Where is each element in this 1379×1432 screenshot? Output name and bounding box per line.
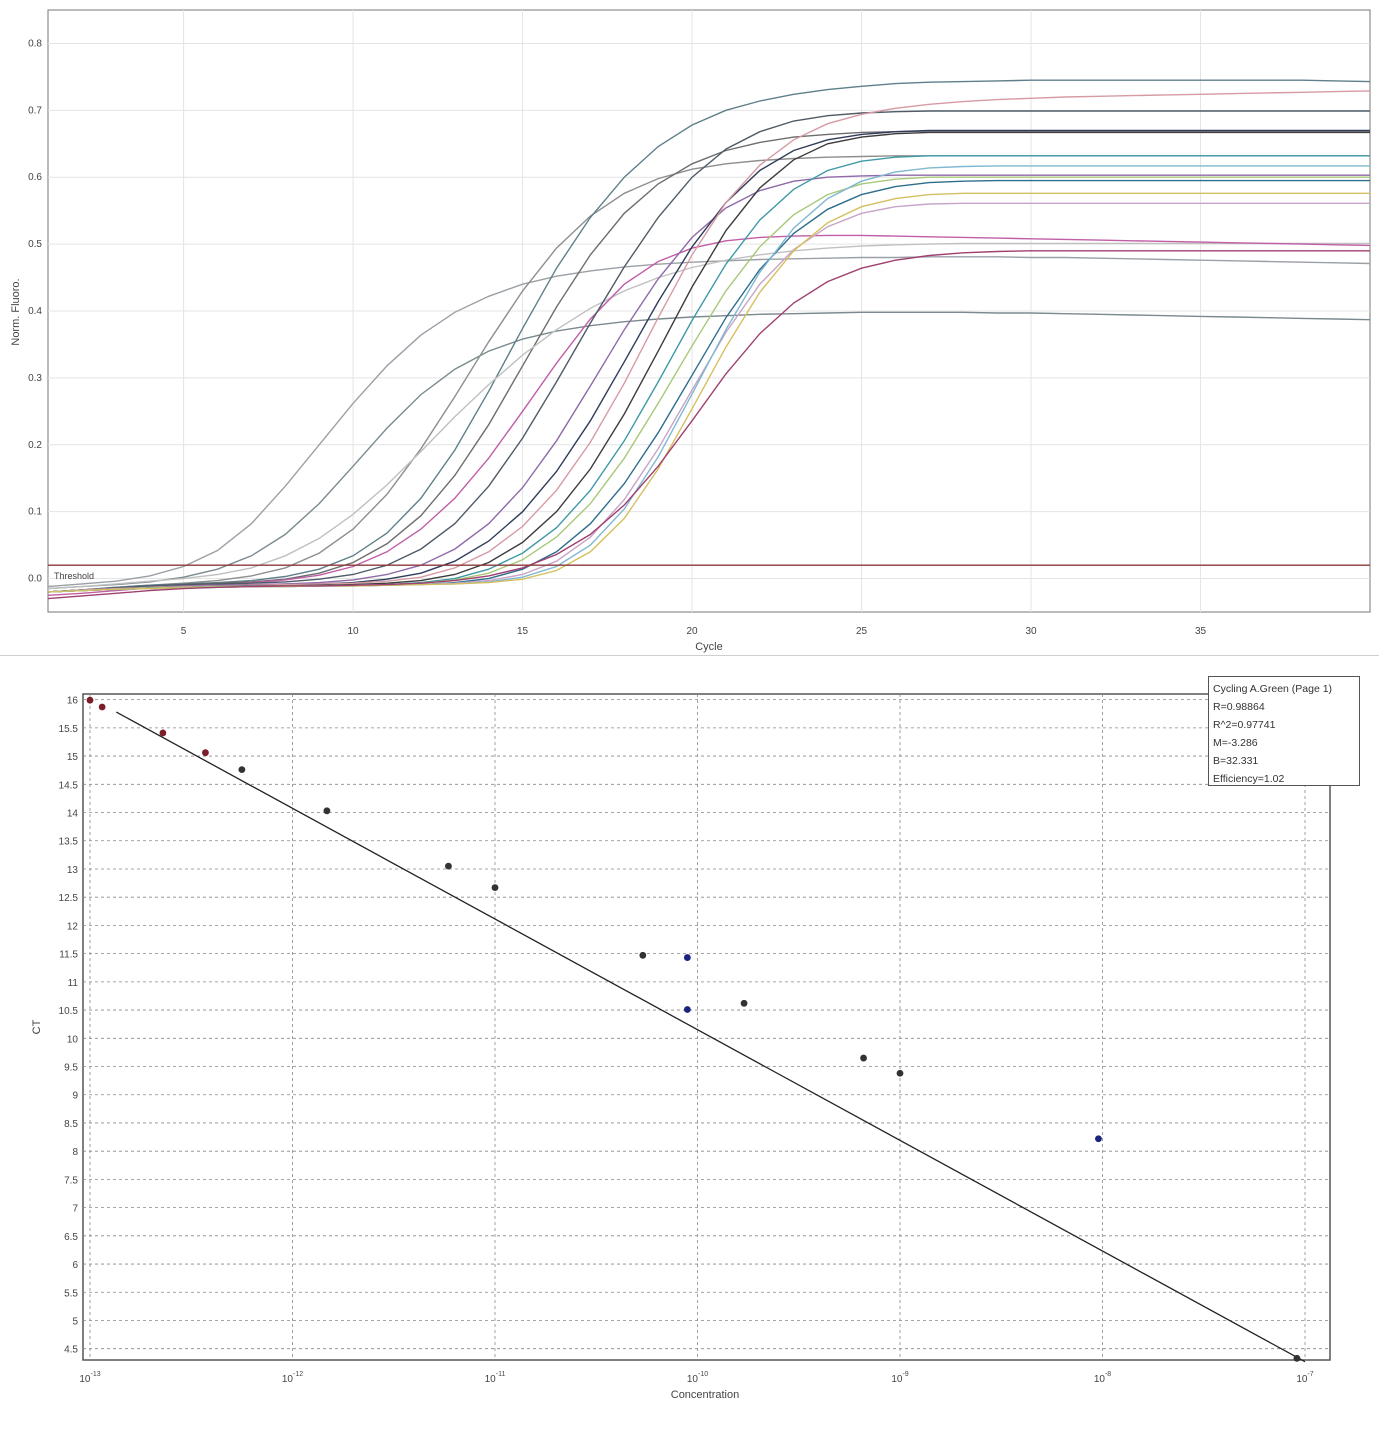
y-tick-label: 14 [67, 809, 79, 820]
x-tick-label: 35 [1195, 626, 1207, 637]
y-tick-label: 10.5 [59, 1006, 79, 1017]
data-point [639, 951, 647, 959]
y-tick-label: 10 [67, 1034, 79, 1045]
y-tick-label: 0.3 [28, 373, 42, 384]
y-tick-label: 11.5 [59, 950, 78, 961]
regression-line [116, 711, 1306, 1363]
y-tick-label: 5 [72, 1316, 78, 1327]
x-tick-label: 20 [686, 626, 698, 637]
data-point [683, 1006, 691, 1013]
x-tick-label: 10-11 [485, 1371, 506, 1385]
y-tick-label: 15.5 [59, 724, 79, 735]
legend-r-squared: R^2=0.97741 [1213, 719, 1276, 731]
standard-curve-chart: 4.5 5 5.5 6 6.5 7 7.5 8 8.5 9 9.5 10 10.5 11 11.5 12 12.… [31, 693, 1331, 1401]
y-tick-label: 0.1 [28, 507, 42, 518]
data-point [238, 766, 246, 774]
data-point [740, 999, 748, 1007]
data-points [86, 696, 1301, 1362]
amplification-curve [47, 256, 1371, 588]
standard-curve-plot: 4.5 5 5.5 6 6.5 7 7.5 8 8.5 9 9.5 10 10.5 11 11.5 12 12.… [0, 655, 1379, 1426]
x-tick-label: 30 [1025, 626, 1037, 637]
data-point [98, 703, 106, 711]
amplification-curve [47, 311, 1371, 590]
y-tick-label: 14.5 [59, 780, 79, 791]
y-tick-label: 13 [67, 865, 79, 876]
y-tick-label: 0.4 [28, 306, 42, 317]
x-tick-label: 5 [181, 626, 187, 637]
plot-area [82, 693, 1331, 1361]
data-point [896, 1069, 904, 1077]
x-tick-label: 10-7 [1296, 1371, 1313, 1385]
x-tick-label: 10-8 [1094, 1371, 1111, 1385]
data-point [159, 729, 167, 737]
y-tick-label: 8 [72, 1147, 78, 1158]
y-tick-label: 16 [67, 696, 79, 707]
y-tick-label: 6 [72, 1260, 78, 1271]
x-axis-ticks: 10-13 10-12 10-11 10-10 10-9 10-8 10-7 [79, 1371, 1313, 1385]
x-tick-label: 15 [517, 626, 529, 637]
amplification-curves [47, 79, 1371, 600]
y-tick-label: 7.5 [64, 1175, 78, 1186]
amplification-curve [47, 234, 1371, 596]
y-axis-title: CT [31, 1019, 43, 1034]
y-tick-label: 5.5 [64, 1288, 78, 1299]
y-tick-label: 4.5 [64, 1345, 78, 1356]
y-tick-label: 12 [67, 921, 79, 932]
amplification-chart: Threshold 0.0 0.1 0.2 0.3 0.4 0.5 0.6 0.7 0.8 5 1… [10, 9, 1371, 653]
grid [83, 694, 1330, 1360]
y-tick-label: 6.5 [64, 1232, 78, 1243]
legend-title: Cycling A.Green (Page 1) [1213, 683, 1333, 695]
x-tick-label: 10-9 [891, 1371, 908, 1385]
y-tick-label: 8.5 [64, 1119, 78, 1130]
y-tick-label: 0.5 [28, 239, 42, 250]
y-tick-label: 0.8 [28, 38, 42, 49]
y-axis-ticks: 0.0 0.1 0.2 0.3 0.4 0.5 0.6 0.7 0.8 [28, 38, 42, 584]
y-tick-label: 0.7 [28, 105, 42, 116]
amplification-curve [47, 110, 1370, 593]
y-axis-title: Norm. Fluoro. [10, 278, 22, 345]
data-point [1293, 1354, 1301, 1362]
x-axis-ticks: 5 10 15 20 25 30 35 [181, 626, 1207, 637]
x-axis-title: Concentration [671, 1389, 740, 1401]
fit-line [116, 711, 1306, 1363]
x-tick-label: 10-12 [282, 1371, 303, 1385]
amplification-curve [47, 242, 1370, 590]
data-point [683, 954, 691, 961]
x-axis-title: Cycle [695, 641, 723, 653]
threshold-line: Threshold [48, 564, 1370, 581]
amplification-curve [47, 90, 1371, 593]
threshold-label: Threshold [54, 571, 94, 581]
data-point [323, 807, 331, 815]
legend-intercept: B=32.331 [1213, 755, 1259, 767]
x-tick-label: 10 [348, 626, 360, 637]
y-tick-label: 15 [67, 752, 79, 763]
data-point [1095, 1135, 1102, 1143]
y-tick-label: 9 [72, 1091, 78, 1102]
data-point [860, 1054, 867, 1062]
grid [48, 10, 1370, 612]
y-tick-label: 12.5 [59, 893, 79, 904]
data-point [202, 749, 209, 757]
y-tick-label: 13.5 [59, 837, 79, 848]
x-tick-label: 25 [856, 626, 868, 637]
data-point [86, 696, 94, 704]
data-point [445, 862, 452, 870]
y-tick-label: 0.0 [28, 574, 42, 585]
amplification-curve [47, 79, 1371, 593]
y-axis-ticks: 4.5 5 5.5 6 6.5 7 7.5 8 8.5 9 9.5 10 10.5 11 11.5 12 12.… [59, 696, 79, 1356]
y-tick-label: 0.2 [28, 440, 42, 451]
legend-efficiency: Efficiency=1.02 [1213, 773, 1285, 785]
x-tick-label: 10-13 [79, 1371, 100, 1385]
y-tick-label: 7 [72, 1204, 78, 1215]
y-tick-label: 0.6 [28, 172, 42, 183]
y-tick-label: 9.5 [64, 1063, 78, 1074]
y-tick-label: 11 [68, 978, 79, 989]
amplification-curve [47, 250, 1370, 600]
legend: Cycling A.Green (Page 1) R=0.98864 R^2=0… [1208, 676, 1360, 786]
amplification-plot: Threshold 0.0 0.1 0.2 0.3 0.4 0.5 0.6 0.7 0.8 5 1… [0, 0, 1379, 655]
x-tick-label: 10-10 [687, 1371, 708, 1385]
legend-slope: M=-3.286 [1213, 737, 1258, 749]
data-point [491, 884, 499, 891]
legend-r: R=0.98864 [1213, 701, 1265, 713]
